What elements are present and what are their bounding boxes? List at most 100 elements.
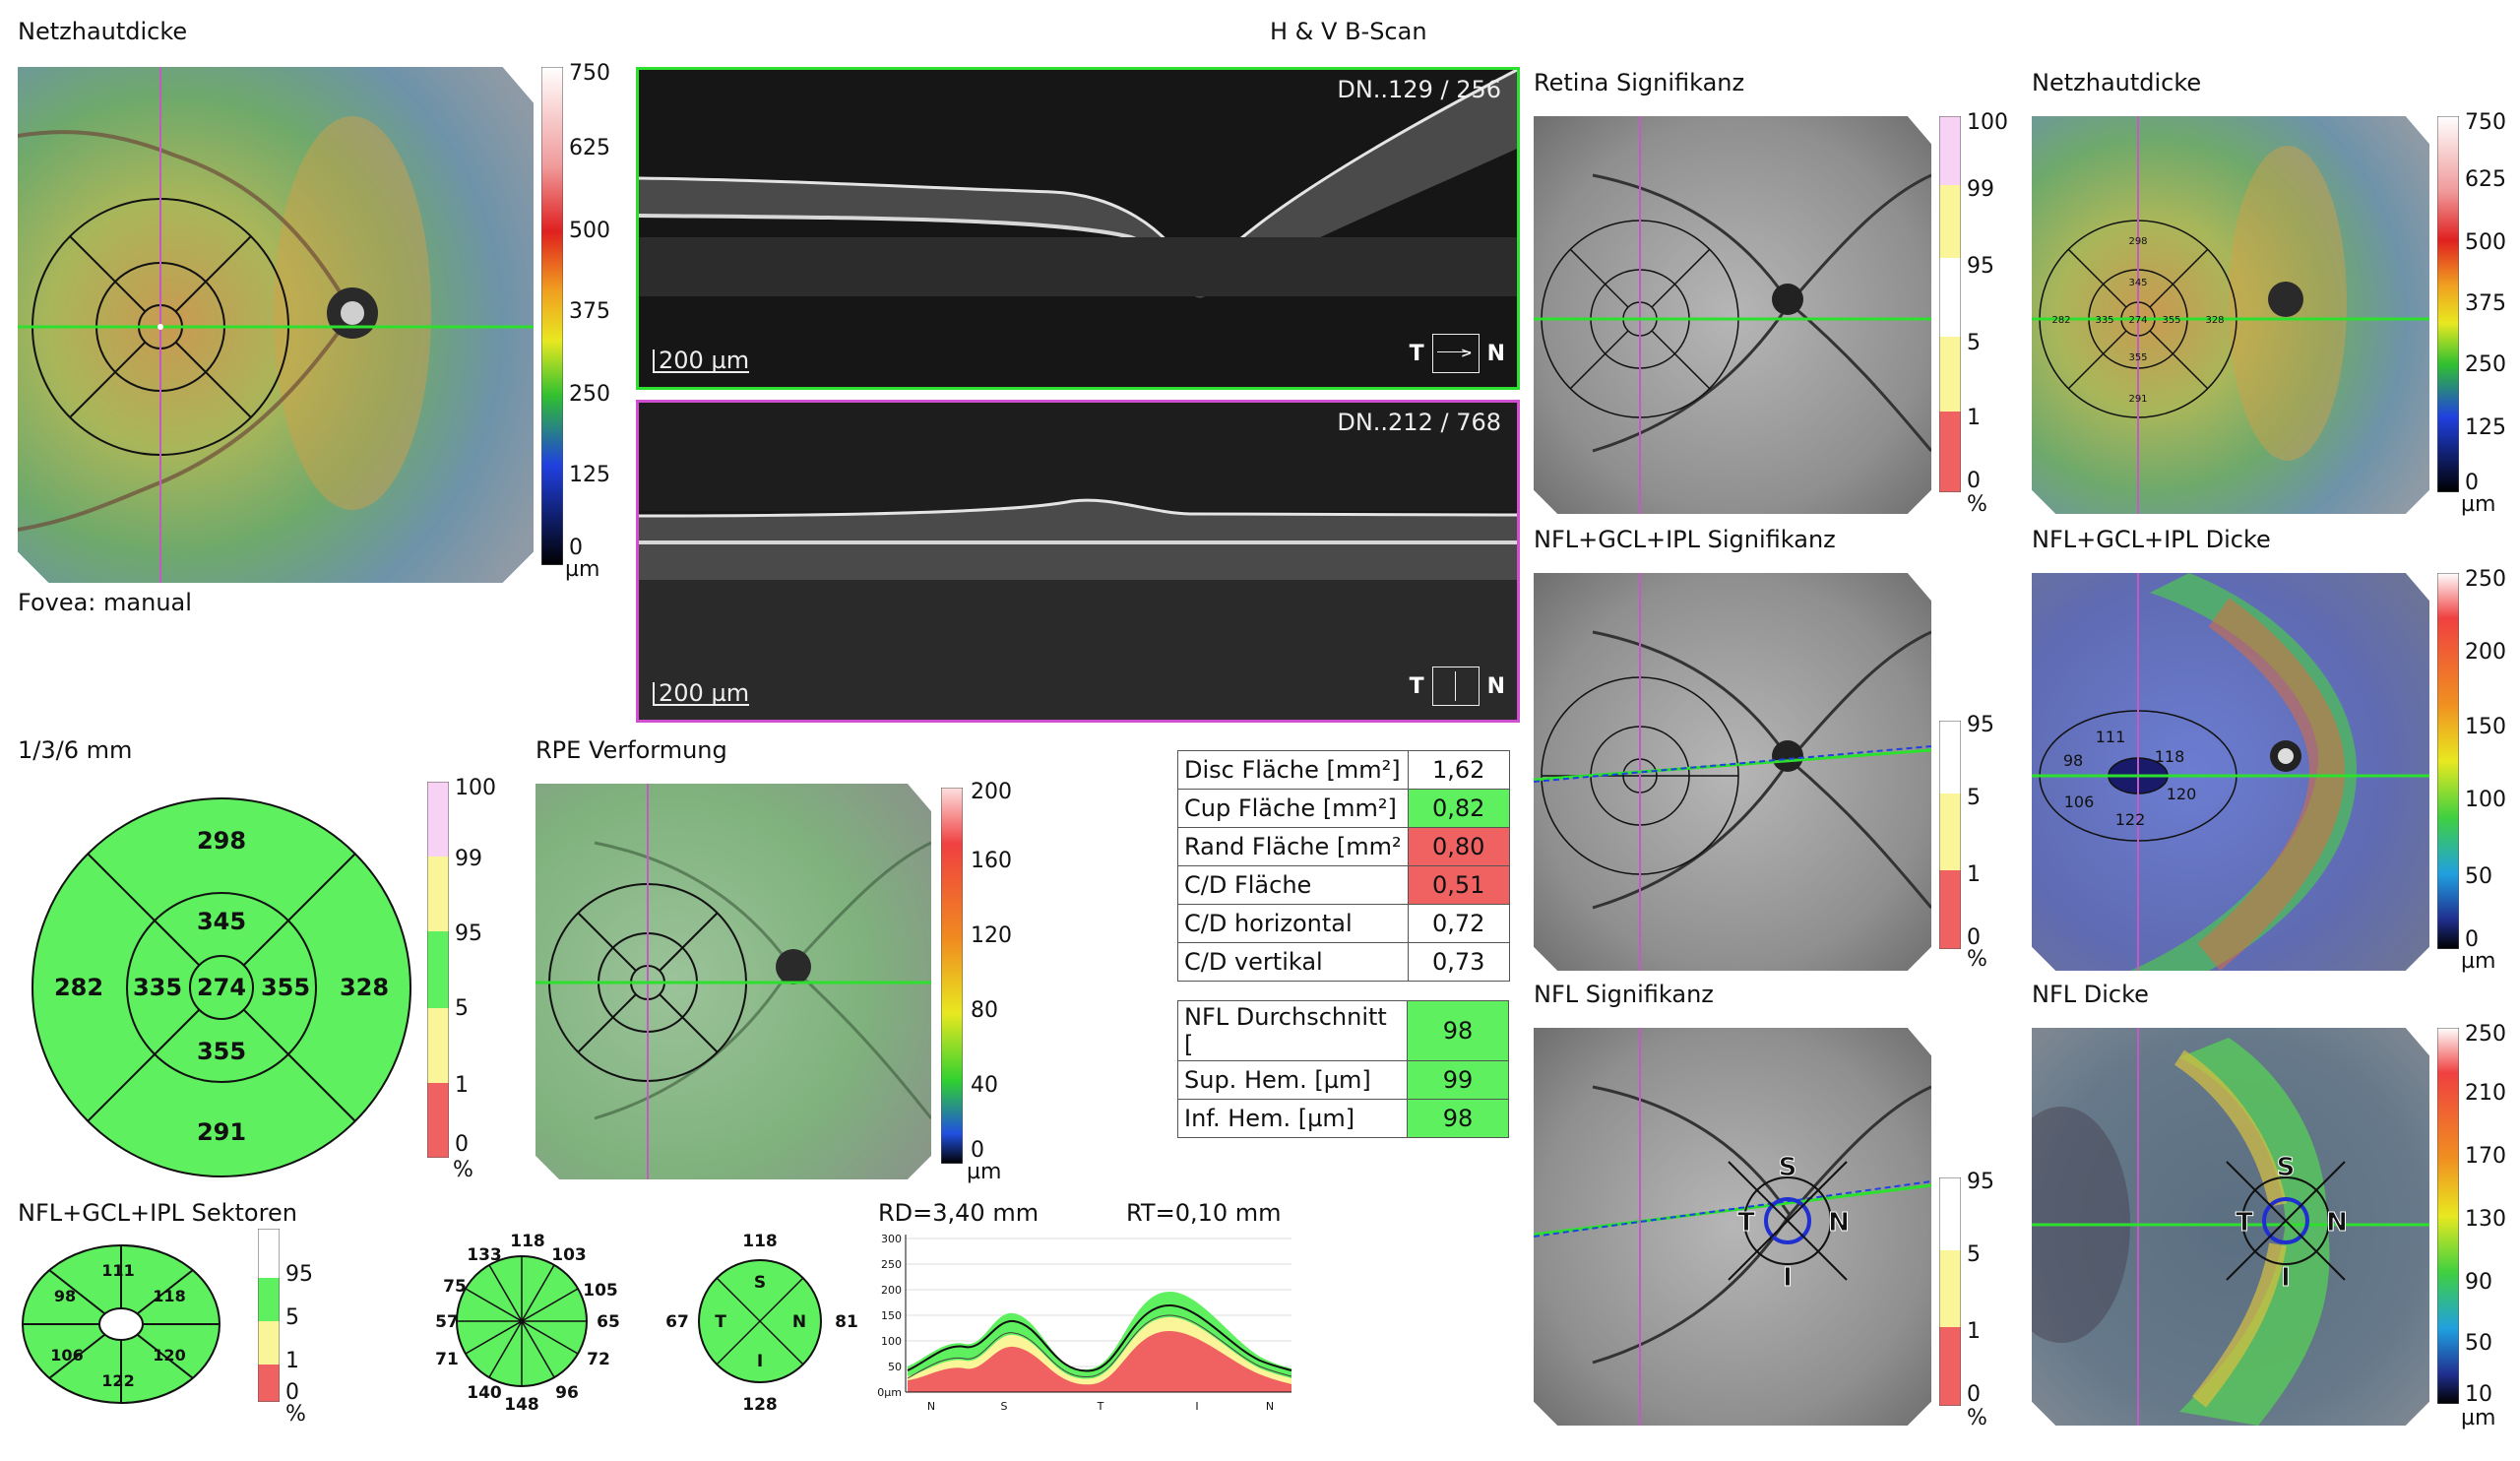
cb-tick: 100	[1967, 110, 2008, 135]
cb-tick: 170	[2465, 1144, 2506, 1169]
cb-tick: 250	[2465, 567, 2506, 592]
disc-value: 0,80	[1407, 827, 1510, 866]
tsnit-y-tick: 50	[888, 1361, 902, 1373]
clock-value: 72	[587, 1350, 610, 1369]
netzhautdicke-etdrs-map[interactable]: 298 345 274 335 355 355 282 328 291	[2032, 116, 2429, 514]
gcl-small-value: 118	[2155, 747, 2185, 766]
quadrant-label-t: T	[1737, 1208, 1755, 1238]
cb-tick: 50	[2465, 1331, 2492, 1356]
sektoren-diagram[interactable]: 111 118 98 120 106 122	[20, 1242, 222, 1406]
sektoren-title: NFL+GCL+IPL Sektoren	[18, 1199, 297, 1227]
cb-unit: µm	[2461, 492, 2496, 517]
quadrant-label-s: S	[1779, 1153, 1797, 1182]
cb-unit: µm	[565, 557, 600, 582]
table-row: Cup Fläche [mm²] 0,82	[1177, 789, 1510, 828]
tsnit-y-tick: 250	[881, 1258, 902, 1271]
quadrant-diagram[interactable]: 118 81 128 67 S N I T	[658, 1217, 874, 1424]
cb-tick: 5	[285, 1305, 299, 1330]
dir-t: T	[1409, 673, 1424, 699]
clock-value: 103	[551, 1245, 587, 1265]
etdrs-inner-nas: 355	[261, 974, 310, 1001]
gcl-significance-map[interactable]	[1534, 573, 1931, 971]
direction-indicator: T > N	[1410, 334, 1505, 373]
table-row: Rand Fläche [mm² 0,80	[1177, 827, 1510, 866]
sig-colorbar-sektoren	[258, 1229, 280, 1402]
bscan-horizontal[interactable]: DN..129 / 256 200 µm T > N	[636, 67, 1520, 390]
disc-table: Disc Fläche [mm²] 1,62 Cup Fläche [mm²] 0,…	[1177, 750, 1510, 982]
gcl-thickness-map[interactable]: 111 118 98 120 106 122	[2032, 573, 2429, 971]
cb-tick: 95	[1967, 713, 1994, 737]
cb-tick: 125	[569, 463, 610, 487]
clock-value: 65	[597, 1312, 620, 1332]
clock-value: 133	[467, 1245, 502, 1265]
cb-tick: 5	[455, 996, 469, 1021]
clock-value: 148	[504, 1395, 539, 1415]
cb-unit: µm	[2461, 949, 2496, 974]
netzhautdicke-map[interactable]	[18, 67, 534, 583]
clock-hours-diagram[interactable]: 118 103 105 65 72 96 148 140 71 57 75 13…	[394, 1217, 650, 1424]
dir-n: N	[1486, 673, 1505, 699]
cb-tick: 0	[1967, 1382, 1981, 1407]
table-row: Sup. Hem. [µm] 99	[1177, 1060, 1509, 1100]
disc-label: C/D horizontal	[1177, 904, 1409, 943]
cb-tick: 200	[971, 780, 1012, 804]
retina-significance-map[interactable]	[1534, 116, 1931, 514]
tsnit-y-tick: 0µm	[877, 1386, 902, 1399]
scale-bar: 200 µm	[653, 681, 750, 706]
quadrant-label-i: I	[1783, 1263, 1793, 1293]
etdrs-center: 274	[197, 974, 246, 1001]
cb-tick: 250	[2465, 1022, 2506, 1047]
nfl-significance-map[interactable]: S T N I	[1534, 1028, 1931, 1426]
cb-tick: 375	[2465, 291, 2506, 316]
arrow-down-icon	[1431, 667, 1480, 706]
cb-unit: %	[1967, 492, 1987, 517]
etdrs-grid[interactable]: 298 345 274 335 355 355 282 328 291	[30, 795, 413, 1179]
gcl-small-value: 122	[2115, 810, 2146, 829]
cb-tick: 95	[455, 921, 482, 946]
disc-label: Rand Fläche [mm²	[1177, 827, 1409, 866]
rpe-map[interactable]	[536, 784, 931, 1179]
table-row: NFL Durchschnitt [98	[1177, 1000, 1509, 1061]
nfl-thickness-map[interactable]: S T N I	[2032, 1028, 2429, 1426]
sig-colorbar	[1939, 116, 1961, 492]
retina-sig-title: Retina Signifikanz	[1534, 69, 1745, 96]
nfl-label: Sup. Hem. [µm]	[1177, 1060, 1408, 1100]
etdrs-inner-inf: 355	[197, 1038, 246, 1065]
clock-value: 140	[467, 1383, 502, 1403]
table-row: C/D vertikal 0,73	[1177, 942, 1510, 982]
tsnit-chart[interactable]: 300 250 200 150 100 50 0µm N S T I N	[856, 1231, 1299, 1431]
netzhautdicke-title: Netzhautdicke	[18, 18, 188, 45]
cb-tick: 0	[2465, 471, 2479, 495]
bscan-vertical[interactable]: DN..212 / 768 200 µm T N	[636, 400, 1520, 723]
nfl-sig-title: NFL Signifikanz	[1534, 981, 1714, 1008]
cb-tick: 0	[569, 536, 583, 560]
cb-tick: 100	[2465, 788, 2506, 812]
cb-tick: 10	[2465, 1382, 2492, 1407]
disc-label: C/D Fläche	[1177, 865, 1409, 905]
cb-tick: 500	[569, 219, 610, 243]
cb-unit: %	[1967, 1406, 1987, 1430]
grid-136-title: 1/3/6 mm	[18, 736, 133, 764]
nfl-table: NFL Durchschnitt [98 Sup. Hem. [µm] 99 In…	[1177, 1000, 1509, 1138]
etdrs-small-value: 355	[2162, 315, 2180, 326]
quad-label-t: T	[715, 1312, 726, 1332]
etdrs-small-value: 345	[2128, 278, 2147, 288]
clock-value: 118	[510, 1232, 545, 1251]
etdrs-outer-inf: 291	[197, 1118, 246, 1146]
bscan-vertical-label: DN..212 / 768	[1337, 409, 1501, 436]
etdrs-small-value: 335	[2095, 315, 2113, 326]
quadrant-label-n: N	[2326, 1208, 2348, 1238]
quad-value-i: 128	[742, 1395, 778, 1415]
etdrs-small-value: 355	[2128, 352, 2147, 363]
quad-label-i: I	[757, 1352, 763, 1371]
etdrs-small-value: 298	[2128, 236, 2147, 247]
quad-label-s: S	[754, 1273, 766, 1293]
cb-tick: 125	[2465, 415, 2506, 440]
cb-unit: µm	[967, 1160, 1002, 1184]
cb-tick: 5	[1967, 331, 1981, 355]
tsnit-x-tick: S	[1001, 1400, 1008, 1413]
clock-value: 105	[583, 1281, 618, 1301]
cb-tick: 5	[1967, 1242, 1981, 1267]
cb-tick: 625	[2465, 167, 2506, 192]
clock-value: 71	[435, 1350, 459, 1369]
